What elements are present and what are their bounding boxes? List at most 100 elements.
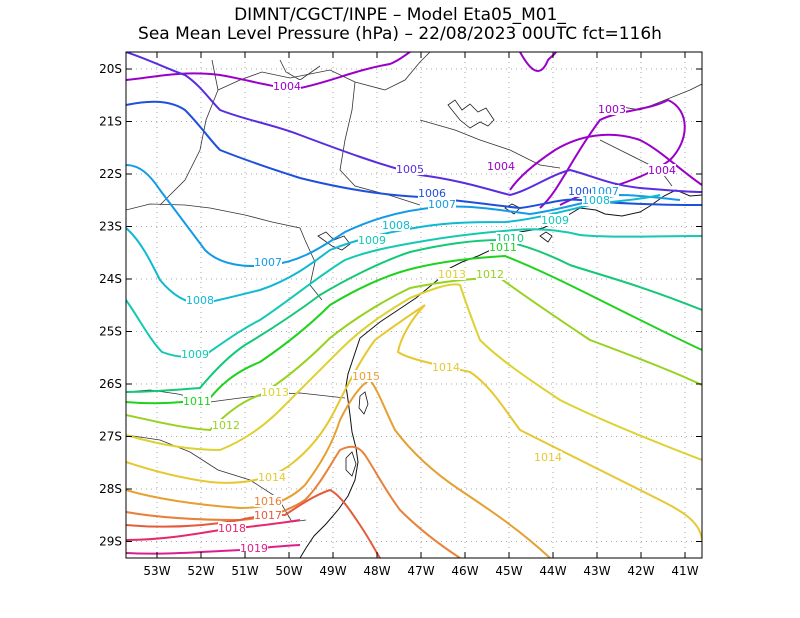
isobar-label-1014: 1014 xyxy=(432,361,460,374)
isobar-label-1008: 1008 xyxy=(582,194,610,207)
isobar-label-bg xyxy=(240,542,268,554)
isobar-1011 xyxy=(126,254,702,405)
isobar-label-bg xyxy=(541,214,569,226)
chart-title-line1: DIMNT/CGCT/INPE – Model Eta05_M01_ xyxy=(234,5,566,25)
isobar-label-bg xyxy=(582,194,610,206)
axis-ticks: 53W 52W 51W 50W 49W 48W 47W 46W 45W 44W 43W 42W 41W 2… xyxy=(99,52,702,578)
grid-lines xyxy=(126,52,702,558)
x-tick-label: 46W xyxy=(451,564,478,578)
isobar-1004 xyxy=(509,133,702,191)
isobar-label-1012: 1012 xyxy=(212,419,240,432)
isobar-label-bg xyxy=(186,294,214,306)
isobar-label-bg xyxy=(261,386,289,398)
isobar-label-1009: 1009 xyxy=(181,348,209,361)
isobar-label-bg xyxy=(212,419,240,431)
isobar-contours xyxy=(126,52,702,558)
isobar-label-bg xyxy=(254,256,282,268)
isobar-label-1013: 1013 xyxy=(261,386,289,399)
isobar-label-bg xyxy=(598,103,626,115)
y-tick-label: 26S xyxy=(99,377,122,391)
isobar-1004 xyxy=(126,52,411,90)
y-tick-label: 29S xyxy=(99,535,122,549)
isobar-label-1004: 1004 xyxy=(273,80,301,93)
isobar-label-1004: 1004 xyxy=(648,164,676,177)
isobar-label-1019: 1019 xyxy=(240,542,268,555)
isobar-label-1016: 1016 xyxy=(254,495,282,508)
x-tick-label: 47W xyxy=(407,564,434,578)
isobar-label-bg xyxy=(489,241,517,253)
isobar-label-1009: 1009 xyxy=(541,214,569,227)
isobar-label-bg xyxy=(487,160,515,172)
isobar-1013 xyxy=(126,283,702,461)
x-tick-label: 48W xyxy=(363,564,390,578)
isobar-label-1009: 1009 xyxy=(358,234,386,247)
x-tick-label: 44W xyxy=(539,564,566,578)
x-tick-label: 49W xyxy=(319,564,346,578)
chart-title-line2: Sea Mean Level Pressure (hPa) – 22/08/20… xyxy=(138,24,662,44)
isobar-label-1011: 1011 xyxy=(489,241,517,254)
isobar-1006 xyxy=(126,100,702,210)
y-tick-label: 24S xyxy=(99,272,122,286)
isobar-label-1011: 1011 xyxy=(183,395,211,408)
isobar-label-bg xyxy=(254,495,282,507)
isobar-label-bg xyxy=(418,187,446,199)
isobar-1010 xyxy=(126,238,702,393)
isobar-label-1008: 1008 xyxy=(186,294,214,307)
isobar-label-bg xyxy=(218,522,246,534)
isobar-label-bg xyxy=(273,80,301,92)
isobar-label-bg xyxy=(438,268,466,280)
isobar-label-bg xyxy=(352,370,380,382)
isobar-label-bg xyxy=(428,198,456,210)
isobar-1004 xyxy=(519,52,557,72)
isobar-label-bg xyxy=(476,268,504,280)
y-tick-label: 21S xyxy=(99,115,122,129)
x-tick-label: 45W xyxy=(495,564,522,578)
y-tick-label: 20S xyxy=(99,62,122,76)
isobar-label-bg xyxy=(183,395,211,407)
plot-frame xyxy=(125,51,703,559)
isobar-label-1014: 1014 xyxy=(258,471,286,484)
x-tick-label: 51W xyxy=(231,564,258,578)
isobar-label-bg xyxy=(181,348,209,360)
isobar-label-1008: 1008 xyxy=(382,219,410,232)
x-tick-label: 42W xyxy=(627,564,654,578)
x-tick-label: 52W xyxy=(187,564,214,578)
isobar-label-1003: 1003 xyxy=(598,103,626,116)
isobar-label-1012: 1012 xyxy=(476,268,504,281)
y-tick-label: 27S xyxy=(99,430,122,444)
y-tick-label: 25S xyxy=(99,325,122,339)
isobar-1017 xyxy=(126,488,381,558)
isobar-1015 xyxy=(126,378,551,558)
x-tick-label: 41W xyxy=(671,564,698,578)
isobar-label-1017: 1017 xyxy=(254,509,282,522)
isobar-label-1015: 1015 xyxy=(352,370,380,383)
isobar-label-1014: 1014 xyxy=(534,451,562,464)
isobar-label-bg xyxy=(534,451,562,463)
isobar-label-bg xyxy=(254,509,282,521)
y-tick-label: 23S xyxy=(99,220,122,234)
isobar-label-bg xyxy=(358,234,386,246)
x-tick-label: 53W xyxy=(143,564,170,578)
isobar-label-bg xyxy=(258,471,286,483)
isobar-label-1018: 1018 xyxy=(218,522,246,535)
isobar-label-1007: 1007 xyxy=(254,256,282,269)
y-tick-label: 28S xyxy=(99,482,122,496)
x-tick-label: 50W xyxy=(275,564,302,578)
isobar-label-1005: 1005 xyxy=(396,163,424,176)
isobar-label-bg xyxy=(396,163,424,175)
isobar-label-1004: 1004 xyxy=(487,160,515,173)
x-tick-label: 43W xyxy=(583,564,610,578)
y-tick-label: 22S xyxy=(99,167,122,181)
isobar-label-1007: 1007 xyxy=(428,198,456,211)
isobar-label-1013: 1013 xyxy=(438,268,466,281)
isobar-1019 xyxy=(126,544,301,555)
isobar-label-bg xyxy=(648,164,676,176)
isobar-1016 xyxy=(126,445,461,558)
isobar-label-bg xyxy=(432,361,460,373)
isobar-1008 xyxy=(126,194,661,305)
isobar-1007 xyxy=(126,164,681,268)
isobar-label-1006: 1006 xyxy=(418,187,446,200)
isobar-label-bg xyxy=(382,219,410,231)
